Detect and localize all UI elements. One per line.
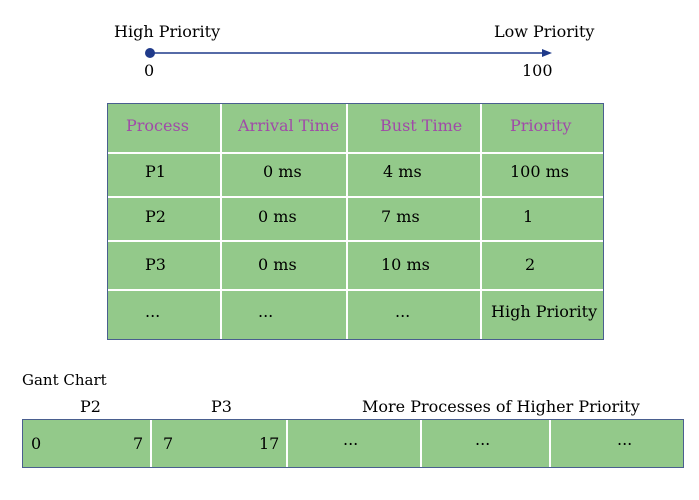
table-column-divider	[480, 104, 482, 339]
gantt-label-more-processes: More Processes of Higher Priority	[362, 397, 640, 416]
table-cell: 0 ms	[258, 207, 297, 226]
gantt-segment-ellipsis: ...	[475, 430, 491, 449]
table-cell: 1	[523, 207, 534, 226]
table-cell: High Priority	[491, 302, 598, 321]
table-cell: 0 ms	[258, 255, 297, 274]
gantt-chart-title: Gant Chart	[22, 371, 107, 389]
gantt-segment-ellipsis: ...	[343, 430, 359, 449]
table-column-divider	[220, 104, 222, 339]
table-cell: 10 ms	[381, 255, 430, 274]
gantt-segment-start: 0	[31, 434, 42, 453]
table-cell: 100 ms	[510, 162, 570, 181]
scale-min-value: 0	[144, 61, 155, 80]
table-row-divider	[108, 240, 603, 242]
process-table: Process Arrival Time Bust Time Priority …	[107, 103, 604, 340]
gantt-segment-end: 17	[259, 434, 280, 453]
table-row-divider	[108, 289, 603, 291]
gantt-segment-divider	[286, 420, 288, 467]
table-cell: P3	[145, 255, 166, 274]
table-cell: ...	[145, 302, 161, 321]
table-cell: 4 ms	[383, 162, 422, 181]
gantt-segment-divider	[150, 420, 152, 467]
scale-max-value: 100	[522, 61, 553, 80]
gantt-segment-start: 7	[163, 434, 174, 453]
gantt-bar: 0 7 7 17 ... ... ...	[22, 419, 684, 468]
table-row-divider	[108, 196, 603, 198]
gantt-segment-divider	[549, 420, 551, 467]
header-arrival-time: Arrival Time	[238, 116, 340, 135]
table-cell: ...	[395, 302, 411, 321]
table-cell: P1	[145, 162, 166, 181]
table-cell: 0 ms	[263, 162, 302, 181]
header-bust-time: Bust Time	[380, 116, 463, 135]
gantt-segment-divider	[420, 420, 422, 467]
table-cell: 2	[525, 255, 536, 274]
gantt-label-p3: P3	[211, 397, 232, 416]
header-priority: Priority	[510, 116, 572, 135]
table-cell: P2	[145, 207, 166, 226]
table-row-divider	[108, 152, 603, 154]
high-priority-label: High Priority	[114, 22, 221, 41]
table-column-divider	[346, 104, 348, 339]
gantt-label-p2: P2	[80, 397, 101, 416]
table-cell: ...	[258, 302, 274, 321]
header-process: Process	[126, 116, 189, 135]
gantt-segment-ellipsis: ...	[617, 430, 633, 449]
table-cell: 7 ms	[381, 207, 420, 226]
low-priority-label: Low Priority	[494, 22, 595, 41]
priority-scale-start-dot	[145, 48, 155, 58]
priority-scale-arrowhead	[542, 49, 552, 57]
gantt-segment-end: 7	[133, 434, 144, 453]
